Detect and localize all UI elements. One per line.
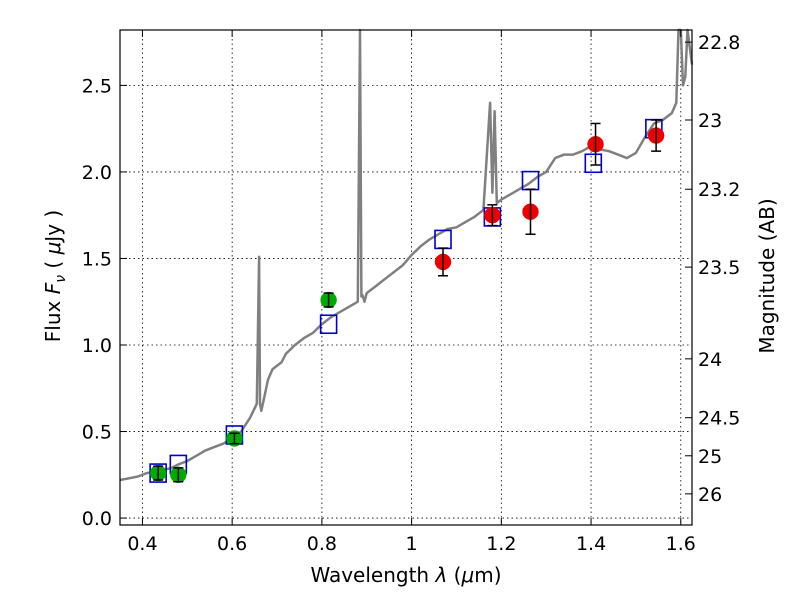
x-axis-label: Wavelength λ (μm)	[310, 563, 501, 587]
y-axis-label-f: F	[41, 282, 65, 294]
y-tick-label: 1.5	[82, 248, 112, 270]
y2-tick-label: 22.8	[698, 32, 740, 54]
y2-tick-label: 23.2	[698, 179, 740, 201]
y2-tick-label: 23	[698, 110, 722, 132]
x-tick-label: 1.2	[486, 533, 516, 555]
y2-tick-label: 23.5	[698, 257, 740, 279]
x-tick-label: 1	[406, 533, 418, 555]
y-tick-label: 2.5	[82, 75, 112, 97]
x-tick-label: 0.8	[307, 533, 337, 555]
error-bars	[153, 119, 662, 483]
y-axis-label-nu: ν	[53, 275, 69, 283]
y2-tick-label: 24	[698, 349, 722, 371]
data-markers	[149, 118, 665, 484]
y-axis-label-mu: μ	[41, 242, 65, 256]
x-tick-label: 1.4	[576, 533, 606, 555]
x-axis-label-paren: (	[447, 563, 461, 587]
axis-ticks: 0.4 0.6 0.8 1 1.2 1.4 1.6 0.0 0.5 1.0 1.5 2.0 2.5 22.…	[82, 30, 740, 555]
y2-tick-label: 26	[698, 484, 722, 506]
y-tick-label: 1.0	[82, 335, 112, 357]
y2-tick-label: 25	[698, 446, 722, 468]
y-axis-label-text: Flux	[41, 294, 65, 342]
model-spectrum	[119, 28, 694, 482]
x-axis-label-lambda: λ	[434, 563, 447, 587]
y-axis-label-unit: Jy )	[41, 210, 65, 244]
model-point-box	[434, 229, 452, 250]
y-axis-label: Flux Fν ( μJy )	[41, 210, 69, 342]
model-point-box	[584, 153, 603, 174]
y2-tick-label: 24.5	[698, 408, 740, 430]
model-point-box	[319, 314, 338, 335]
y-tick-label: 0.5	[82, 422, 112, 444]
spectrum-line	[119, 28, 694, 482]
plot-frame	[119, 29, 693, 526]
x-tick-label: 0.6	[217, 533, 247, 555]
x-tick-label: 1.6	[666, 533, 696, 555]
x-axis-label-mu: μ	[460, 563, 474, 587]
y-axis-label-paren: (	[41, 254, 65, 275]
y-tick-label: 2.0	[82, 162, 112, 184]
x-axis-label-unit: m)	[474, 563, 501, 587]
x-tick-label: 0.4	[127, 533, 157, 555]
y2-axis-label: Magnitude (AB)	[755, 198, 779, 353]
grid-lines	[120, 30, 692, 525]
y-tick-label: 0.0	[82, 508, 112, 530]
x-axis-label-text: Wavelength	[310, 563, 435, 587]
